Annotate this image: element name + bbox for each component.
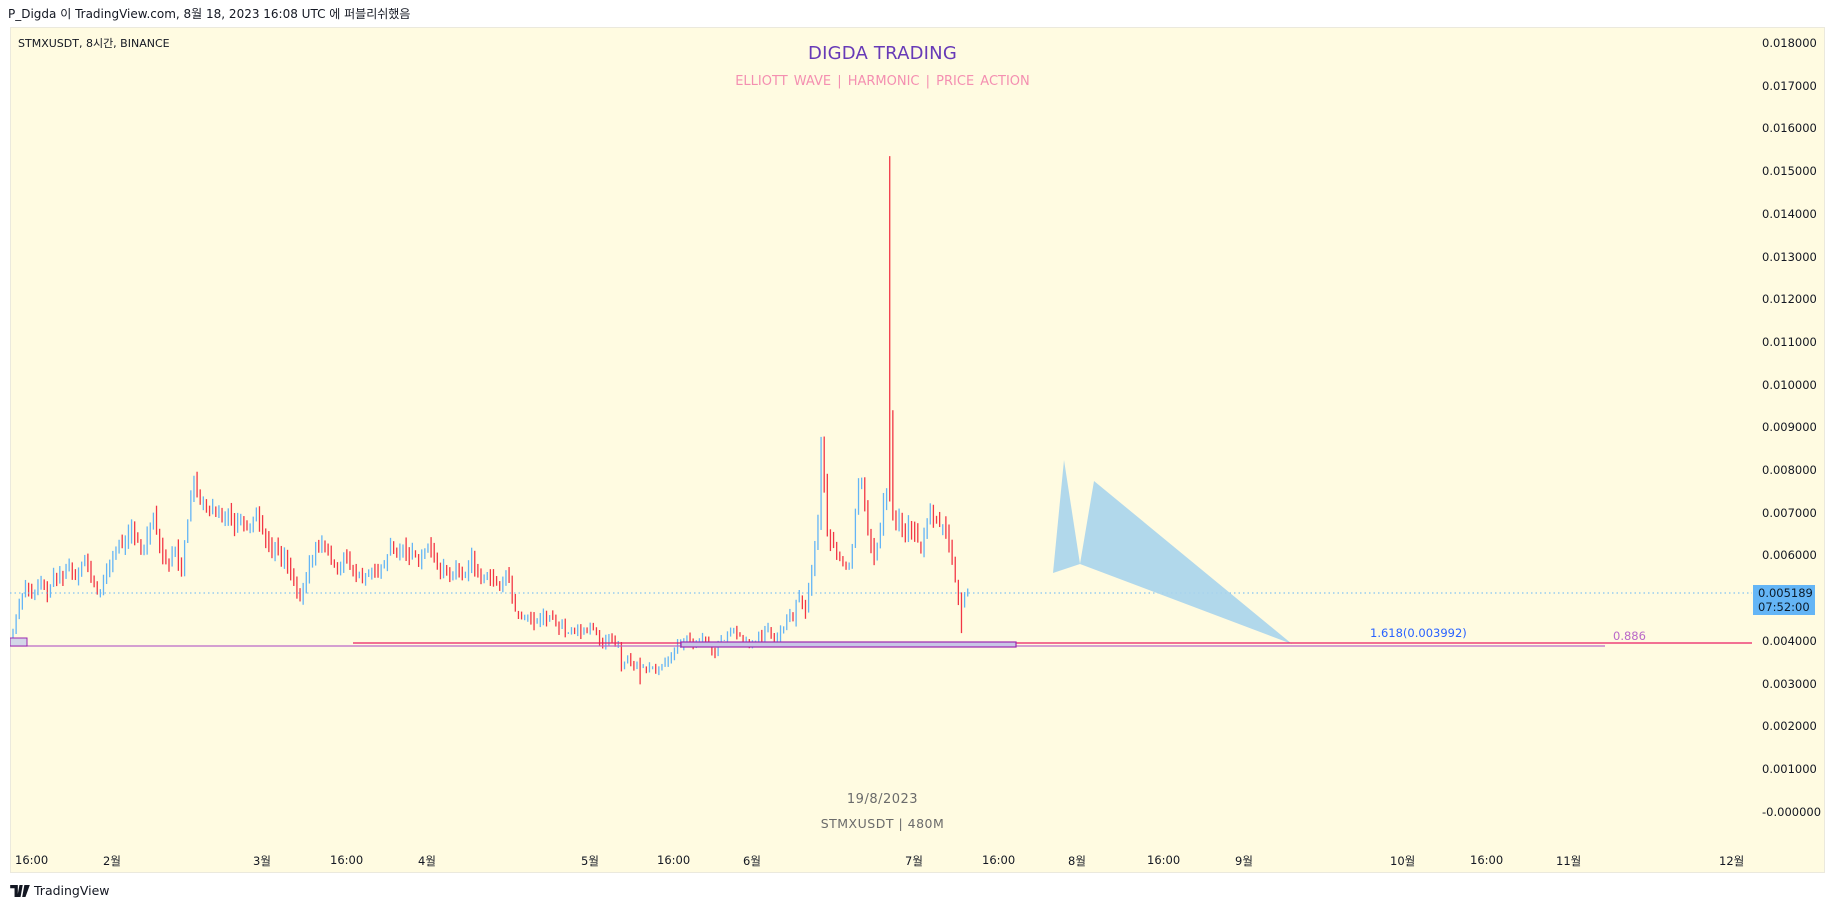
countdown-timer: 07:52:00 — [1758, 600, 1810, 614]
price-axis-label: 0.016000 — [1762, 121, 1817, 136]
price-axis-label: 0.008000 — [1762, 463, 1817, 477]
time-axis-label: 8월 — [1068, 854, 1086, 868]
chart-subtitle: ELLIOTT WAVE | HARMONIC | PRICE ACTION — [735, 74, 1030, 89]
time-axis-label: 16:00 — [982, 853, 1016, 867]
price-axis-label: 0.007000 — [1762, 505, 1817, 520]
time-axis-label: 16:00 — [15, 853, 49, 867]
time-axis-label: 5월 — [581, 854, 599, 868]
price-axis-label: 0.012000 — [1762, 292, 1817, 307]
chart-title: DIGDA TRADING — [808, 43, 957, 64]
support-zone-box-left — [10, 637, 28, 647]
symbol-info: STMXUSDT, 8시간, BINANCE — [18, 37, 170, 50]
time-axis-label: 12월 — [1719, 854, 1745, 868]
harmonic-pattern-bcd — [1080, 481, 1292, 644]
tradingview-branding[interactable]: TradingView — [10, 883, 110, 898]
price-axis-label: 0.010000 — [1762, 377, 1817, 392]
watermark-symbol: STMXUSDT | 480M — [820, 816, 945, 831]
tradingview-logo-icon — [10, 884, 30, 897]
fib-level-label: 0.886 — [1613, 629, 1646, 643]
time-axis-label: 2월 — [103, 854, 121, 868]
price-axis-label: 0.011000 — [1762, 334, 1817, 349]
time-axis-label: 16:00 — [330, 853, 364, 867]
candles — [12, 156, 969, 685]
harmonic-pattern-xab — [1053, 460, 1080, 573]
price-axis-label: 0.003000 — [1762, 676, 1817, 691]
price-axis-label: 0.001000 — [1762, 761, 1817, 776]
price-axis-label: 0.014000 — [1762, 206, 1817, 221]
time-axis-label: 4월 — [418, 854, 436, 868]
time-axis-label: 7월 — [905, 854, 923, 868]
price-axis-label: 0.017000 — [1762, 78, 1817, 93]
price-axis-label: 0.004000 — [1762, 633, 1817, 648]
support-zone-box — [680, 641, 1017, 648]
time-axis-label: 16:00 — [1470, 853, 1504, 867]
price-axis-label: 0.018000 — [1762, 36, 1817, 50]
chart-pane[interactable] — [10, 27, 1825, 873]
fib-extension-label: 1.618(0.003992) — [1370, 626, 1467, 640]
time-axis-label: 10월 — [1390, 854, 1416, 868]
price-axis-label: 0.015000 — [1762, 164, 1817, 179]
price-axis-label: 0.009000 — [1762, 420, 1817, 435]
time-axis-label: 16:00 — [1147, 853, 1181, 867]
price-axis-label: 0.002000 — [1762, 719, 1817, 734]
publish-info: P_Digda 이 TradingView.com, 8월 18, 2023 1… — [8, 7, 411, 21]
price-axis-label: 0.006000 — [1762, 548, 1817, 563]
time-axis-label: 11월 — [1556, 854, 1582, 868]
time-axis-label: 16:00 — [657, 853, 691, 867]
price-axis-label: -0.000000 — [1762, 804, 1822, 819]
time-axis-label: 3월 — [253, 854, 271, 868]
last-price-value: 0.005189 — [1758, 586, 1813, 600]
watermark-date: 19/8/2023 — [846, 792, 919, 807]
tradingview-wordmark: TradingView — [34, 883, 110, 898]
chart-canvas[interactable] — [10, 27, 1825, 873]
time-axis-label: 6월 — [743, 854, 761, 868]
last-price-tag: 0.005189 07:52:00 — [1753, 585, 1815, 615]
price-axis-label: 0.013000 — [1762, 249, 1817, 264]
time-axis-label: 9월 — [1235, 854, 1253, 868]
